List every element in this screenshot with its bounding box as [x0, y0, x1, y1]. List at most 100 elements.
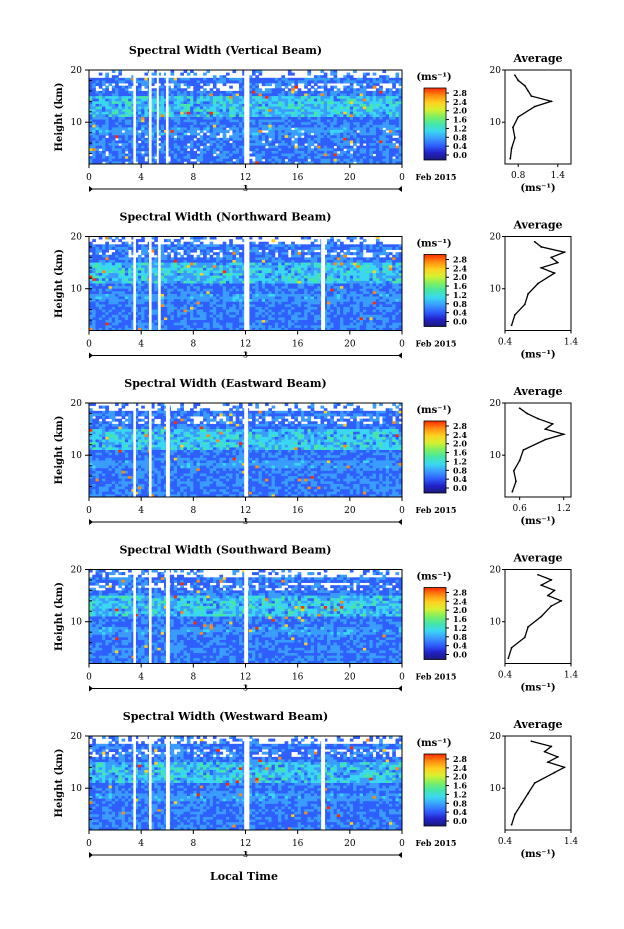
- data-gap: [133, 70, 136, 164]
- heatmap-cell: [327, 286, 331, 290]
- heatmap-cell: [278, 135, 282, 139]
- heatmap-cell: [98, 111, 103, 115]
- heatmap-cell: [333, 283, 338, 287]
- heatmap-cell: [102, 246, 106, 250]
- heatmap-cell: [379, 158, 383, 162]
- heatmap-cell: [388, 262, 393, 266]
- heatmap-cell: [190, 103, 194, 107]
- heatmap-cell: [137, 265, 142, 269]
- heatmap-cell: [180, 124, 184, 128]
- heatmap-cell: [304, 288, 308, 292]
- heatmap-cell: [160, 158, 165, 162]
- heatmap-cell: [362, 291, 367, 295]
- heatmap-cell: [102, 275, 106, 279]
- heatmap-cell: [225, 93, 230, 97]
- heatmap-cell: [379, 109, 383, 113]
- heatmap-cell: [167, 85, 171, 89]
- heatmap-cell: [343, 103, 347, 107]
- heatmap-cell: [95, 101, 100, 105]
- heatmap-cell: [137, 143, 142, 147]
- heatmap-cell: [375, 122, 380, 126]
- heatmap-cell: [343, 270, 347, 274]
- heatmap-cell: [160, 145, 165, 149]
- heatmap-cell: [212, 145, 217, 149]
- heatmap-cell: [265, 244, 269, 248]
- heatmap-cell: [154, 161, 158, 165]
- heatmap-cell: [196, 158, 201, 162]
- heatmap-cell: [212, 275, 217, 279]
- heatmap-cell: [297, 119, 302, 123]
- heatmap-cell: [89, 291, 93, 295]
- heatmap-cell: [323, 280, 328, 284]
- heatmap-cell: [392, 137, 396, 141]
- heatmap-cell: [163, 275, 168, 279]
- heatmap-cell: [216, 246, 220, 250]
- heatmap-cell: [105, 114, 109, 118]
- heatmap-cell: [271, 273, 276, 277]
- heatmap-cell: [105, 278, 109, 282]
- heatmap-cell: [353, 124, 357, 128]
- heatmap-cell: [382, 252, 387, 256]
- heatmap-cell: [128, 143, 132, 147]
- heatmap-cell: [137, 90, 142, 94]
- heatmap-cell: [284, 143, 289, 147]
- heatmap-cell: [268, 145, 272, 149]
- heatmap-cell: [359, 93, 364, 97]
- heatmap-cell: [128, 109, 132, 113]
- heatmap-cell: [131, 80, 136, 84]
- heatmap-cell: [327, 119, 331, 123]
- heatmap-cell: [388, 90, 393, 94]
- heatmap-cell: [98, 106, 103, 110]
- heatmap-cell: [294, 96, 299, 100]
- heatmap-cell: [203, 114, 207, 118]
- heatmap-cell: [268, 254, 272, 258]
- heatmap-cell: [366, 114, 370, 118]
- heatmap-cell: [362, 75, 367, 79]
- heatmap-cell: [287, 132, 292, 136]
- heatmap-cell: [271, 137, 276, 141]
- heatmap-cell: [255, 262, 259, 266]
- heatmap-cell: [323, 262, 328, 266]
- heatmap-cell: [343, 93, 347, 97]
- heatmap-cell: [255, 77, 259, 81]
- heatmap-cell: [294, 280, 299, 284]
- heatmap-cell: [108, 137, 113, 141]
- heatmap-cell: [225, 148, 230, 152]
- heatmap-cell: [89, 270, 93, 274]
- heatmap-cell: [356, 90, 361, 94]
- heatmap-cell: [177, 150, 181, 154]
- heatmap-cell: [281, 288, 286, 292]
- heatmap-cell: [206, 145, 211, 149]
- heatmap-cell: [108, 257, 113, 261]
- heatmap-cell: [379, 103, 383, 107]
- heatmap-cell: [385, 161, 390, 165]
- heatmap-cell: [375, 80, 380, 84]
- heatmap-cell: [137, 291, 142, 295]
- heatmap-cell: [115, 124, 119, 128]
- heatmap-cell: [225, 260, 230, 264]
- heatmap-cell: [105, 101, 109, 105]
- heatmap-cell: [284, 103, 289, 107]
- heatmap-cell: [163, 158, 168, 162]
- heatmap-cell: [118, 153, 122, 157]
- heatmap-cell: [366, 275, 370, 279]
- heatmap-cell: [340, 101, 344, 105]
- heatmap-cell: [281, 254, 286, 258]
- heatmap-cell: [379, 96, 383, 100]
- heatmap-cell: [167, 145, 171, 149]
- heatmap-cell: [300, 260, 305, 264]
- heatmap-cell: [225, 106, 230, 110]
- heatmap-cell: [89, 124, 93, 128]
- heatmap-cell: [163, 127, 168, 131]
- heatmap-cell: [118, 117, 122, 121]
- heatmap-cell: [291, 130, 295, 134]
- heatmap-cell: [128, 291, 132, 295]
- heatmap-cell: [229, 98, 233, 102]
- heatmap-cell: [385, 122, 390, 126]
- heatmap-cell: [154, 145, 158, 149]
- heatmap-cell: [163, 283, 168, 287]
- heatmap-cell: [388, 109, 393, 113]
- heatmap-cell: [118, 278, 122, 282]
- heatmap-cell: [287, 257, 292, 261]
- heatmap-cell: [173, 148, 178, 152]
